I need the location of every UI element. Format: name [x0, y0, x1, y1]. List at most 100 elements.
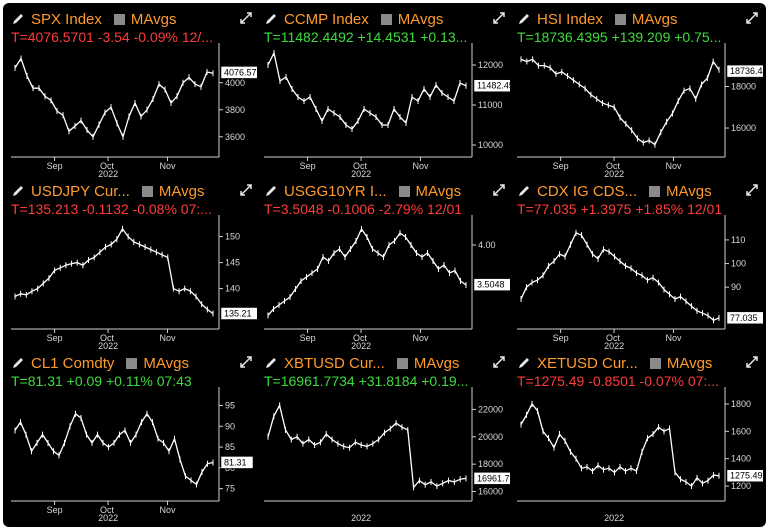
- price-series-line: [520, 58, 720, 146]
- security-name[interactable]: USDJPY Cur...: [31, 182, 130, 200]
- y-tick-label: 3600: [225, 132, 245, 142]
- chart-panel[interactable]: 110 100 90 77.035 Sep Oct Nov 2022 CDX IG CDS..…: [513, 177, 763, 349]
- expand-icon[interactable]: [492, 355, 506, 369]
- expand-icon[interactable]: [745, 11, 759, 25]
- price-chart[interactable]: 110 100 90 77.035 Sep Oct Nov 2022: [513, 177, 763, 349]
- panel-header: CDX IG CDS... MAvgs: [517, 181, 759, 201]
- last-price-label: 135.21: [224, 309, 252, 319]
- pencil-icon[interactable]: [11, 12, 25, 26]
- x-year-label: 2022: [351, 513, 371, 521]
- y-tick-label: 90: [225, 421, 235, 431]
- x-year-label: 2022: [98, 341, 118, 349]
- panel-header: HSI Index MAvgs: [517, 9, 759, 29]
- mavgs-label[interactable]: MAvgs: [666, 354, 713, 372]
- y-tick-label: 95: [225, 400, 235, 410]
- mavgs-label[interactable]: MAvgs: [631, 10, 678, 28]
- expand-icon[interactable]: [239, 183, 253, 197]
- last-price-quote: T=4076.5701 -3.54 -0.09% 12/...: [11, 29, 213, 45]
- pencil-icon[interactable]: [517, 356, 531, 370]
- security-name[interactable]: CCMP Index: [284, 10, 369, 28]
- panel-header: CCMP Index MAvgs: [264, 9, 506, 29]
- x-tick-label: Sep: [47, 161, 63, 171]
- mavgs-label[interactable]: MAvgs: [158, 182, 205, 200]
- last-price-box: [726, 469, 763, 482]
- chart-panel[interactable]: 22000 20000 18000 16000 16961.77 2022 XBTUSD …: [260, 349, 510, 521]
- mavgs-color-swatch: [113, 13, 125, 25]
- price-series-line: [14, 227, 214, 315]
- chart-panel[interactable]: 4.00 3.5048 Sep Oct Nov 2022 USGG10YR I... MA…: [260, 177, 510, 349]
- y-tick-label: 3800: [225, 105, 245, 115]
- x-tick-label: Nov: [665, 333, 682, 343]
- x-tick-label: Nov: [159, 505, 176, 515]
- x-year-label: 2022: [98, 513, 118, 521]
- price-series-line: [14, 412, 214, 486]
- mavgs-label[interactable]: MAvgs: [666, 182, 712, 200]
- expand-icon[interactable]: [492, 183, 506, 197]
- pencil-icon[interactable]: [11, 184, 25, 198]
- panel-header: CL1 Comdty MAvgs: [11, 353, 253, 373]
- y-tick-label: 100: [731, 259, 746, 269]
- security-name[interactable]: SPX Index: [31, 10, 102, 28]
- mavgs-label[interactable]: MAvgs: [413, 354, 460, 372]
- y-tick-label: 140: [225, 284, 240, 294]
- y-tick-label: 16000: [478, 487, 503, 497]
- last-price-box: [726, 311, 763, 325]
- security-name[interactable]: CL1 Comdty: [31, 354, 115, 372]
- last-price-quote: T=11482.4492 +14.4531 +0.13...: [264, 29, 468, 45]
- x-tick-label: Oct: [100, 161, 115, 171]
- last-price-quote: T=81.31 +0.09 +0.11% 07:43: [11, 373, 192, 389]
- mavgs-label[interactable]: MAvgs: [397, 10, 444, 28]
- pencil-icon[interactable]: [264, 356, 278, 370]
- security-name[interactable]: XBTUSD Cur...: [284, 354, 385, 372]
- x-tick-label: Oct: [606, 161, 621, 171]
- chart-panel[interactable]: 12000 11000 10000 11482.45 Sep Oct Nov 2022 CCM…: [260, 5, 510, 177]
- pencil-icon[interactable]: [517, 184, 531, 198]
- expand-icon[interactable]: [239, 11, 253, 25]
- y-tick-label: 12000: [478, 60, 503, 70]
- pencil-icon[interactable]: [264, 184, 278, 198]
- security-name[interactable]: USGG10YR I...: [284, 182, 387, 200]
- security-name[interactable]: CDX IG CDS...: [537, 182, 638, 200]
- pencil-icon[interactable]: [264, 12, 278, 26]
- expand-icon[interactable]: [239, 355, 253, 369]
- y-tick-label: 85: [225, 442, 235, 452]
- x-tick-label: Nov: [159, 333, 176, 343]
- price-series-line: [14, 57, 214, 139]
- y-tick-label: 20000: [478, 432, 503, 442]
- price-series-line: [267, 227, 467, 316]
- price-series-line: [267, 51, 467, 130]
- mavgs-label[interactable]: MAvgs: [415, 182, 462, 200]
- y-tick-label: 1800: [731, 399, 751, 409]
- last-price-label: 3.5048: [477, 280, 505, 290]
- last-price-label: 77.035: [730, 313, 758, 323]
- panel-header: XETUSD Cur... MAvgs: [517, 353, 759, 373]
- y-tick-label: 16000: [731, 123, 756, 133]
- security-name[interactable]: HSI Index: [537, 10, 603, 28]
- expand-icon[interactable]: [745, 355, 759, 369]
- security-name[interactable]: XETUSD Cur...: [537, 354, 638, 372]
- expand-icon[interactable]: [745, 183, 759, 197]
- price-chart[interactable]: 150 145 140 135.21 Sep Oct Nov 2022: [7, 177, 257, 349]
- mavgs-color-swatch: [649, 357, 661, 369]
- last-price-box: [473, 472, 510, 485]
- mavgs-label[interactable]: MAvgs: [130, 10, 177, 28]
- price-chart[interactable]: 18000 16000 18736.44 Sep Oct Nov 2022: [513, 5, 763, 177]
- expand-icon[interactable]: [492, 11, 506, 25]
- pencil-icon[interactable]: [11, 356, 25, 370]
- price-series-line: [520, 402, 720, 488]
- chart-panel[interactable]: 150 145 140 135.21 Sep Oct Nov 2022 USDJPY Cur.…: [7, 177, 257, 349]
- last-price-label: 4076.57: [224, 67, 257, 77]
- mavgs-label[interactable]: MAvgs: [143, 354, 189, 372]
- chart-panel[interactable]: 4000 3800 3600 4076.57 Sep Oct Nov 2022 SPX Ind…: [7, 5, 257, 177]
- x-year-label: 2022: [604, 169, 624, 177]
- price-chart[interactable]: 12000 11000 10000 11482.45 Sep Oct Nov 2022: [260, 5, 510, 177]
- chart-panel[interactable]: 18000 16000 18736.44 Sep Oct Nov 2022 HSI Inde…: [513, 5, 763, 177]
- price-chart[interactable]: 4000 3800 3600 4076.57 Sep Oct Nov 2022: [7, 5, 257, 177]
- price-chart[interactable]: 4.00 3.5048 Sep Oct Nov 2022: [260, 177, 510, 349]
- price-chart[interactable]: 22000 20000 18000 16000 16961.77 2022: [260, 349, 510, 521]
- pencil-icon[interactable]: [517, 12, 531, 26]
- chart-panel[interactable]: 1800 1600 1400 1200 1275.49 2022 XETUSD Cur..…: [513, 349, 763, 521]
